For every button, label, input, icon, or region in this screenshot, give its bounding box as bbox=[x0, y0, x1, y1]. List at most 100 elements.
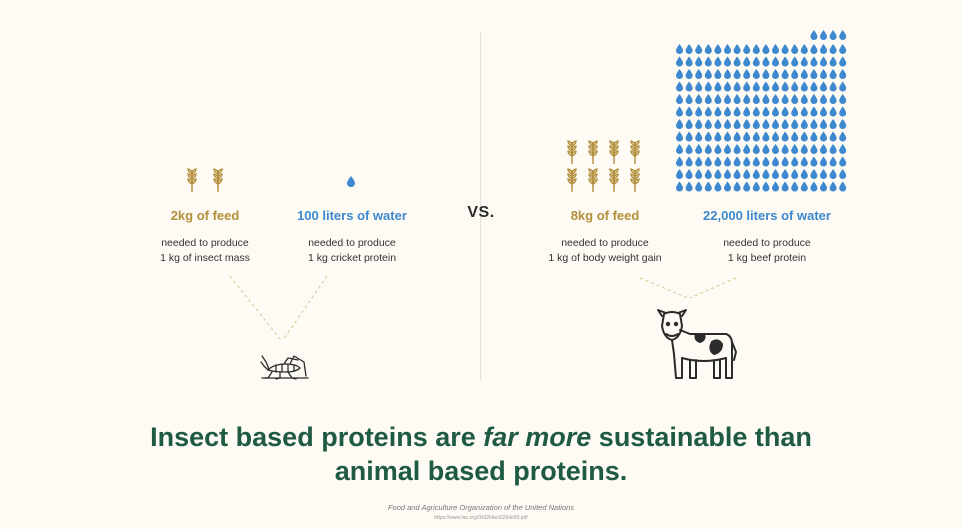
cattle-feed-desc-line1: needed to produce bbox=[561, 237, 649, 249]
water-drop-icon bbox=[752, 44, 760, 54]
water-drop-icon bbox=[791, 181, 799, 192]
wheat-icon bbox=[630, 140, 640, 164]
headline: Insect based proteins are far more susta… bbox=[0, 420, 962, 488]
water-drop-icon bbox=[829, 69, 837, 79]
headline-line2: animal based proteins. bbox=[334, 456, 628, 486]
water-drop-icon bbox=[781, 44, 789, 54]
water-drop-icon bbox=[695, 156, 703, 167]
water-drop-icon bbox=[781, 156, 789, 167]
water-drop-icon bbox=[839, 30, 847, 40]
water-drop-icon bbox=[347, 176, 355, 187]
water-drop-icon bbox=[800, 119, 808, 129]
water-drop-icon bbox=[685, 44, 693, 54]
water-drop-icon bbox=[781, 169, 789, 179]
water-drop-icon bbox=[724, 106, 731, 117]
water-drop-icon bbox=[685, 144, 693, 154]
water-drop-icon bbox=[772, 156, 779, 167]
water-drop-icon bbox=[781, 94, 789, 104]
insect-feed-icons bbox=[187, 168, 223, 192]
water-drop-icon bbox=[820, 181, 827, 192]
water-drop-icon bbox=[695, 69, 703, 79]
water-drop-icon bbox=[676, 131, 683, 142]
cattle-feed-desc-line2: 1 kg of body weight gain bbox=[548, 252, 662, 264]
cattle-water-description: needed to produce 1 kg beef protein bbox=[692, 236, 842, 266]
water-drop-icon bbox=[839, 94, 847, 104]
water-drop-icon bbox=[685, 81, 693, 92]
cattle-water-drops bbox=[676, 30, 847, 192]
water-drop-icon bbox=[724, 144, 731, 154]
water-drop-icon bbox=[800, 131, 808, 142]
water-drop-icon bbox=[724, 56, 731, 67]
water-drop-icon bbox=[704, 131, 712, 142]
water-drop-icon bbox=[820, 56, 827, 67]
water-drop-icon bbox=[743, 181, 751, 192]
water-drop-icon bbox=[695, 131, 703, 142]
water-drop-icon bbox=[829, 106, 837, 117]
water-drop-icon bbox=[762, 106, 770, 117]
water-drop-icon bbox=[781, 106, 789, 117]
water-drop-icon bbox=[704, 44, 712, 54]
water-drop-icon bbox=[820, 30, 827, 40]
water-drop-icon bbox=[752, 181, 760, 192]
water-drop-icon bbox=[829, 156, 837, 167]
water-drop-icon bbox=[820, 44, 827, 54]
water-drop-icon bbox=[762, 156, 770, 167]
water-drop-icon bbox=[810, 156, 818, 167]
water-drop-icon bbox=[781, 69, 789, 79]
water-drop-icon bbox=[800, 181, 808, 192]
water-drop-icon bbox=[810, 81, 818, 92]
water-drop-icon bbox=[704, 81, 712, 92]
water-drop-icon bbox=[676, 106, 683, 117]
water-drop-icon bbox=[772, 56, 779, 67]
water-drop-icon bbox=[810, 106, 818, 117]
water-drop-icon bbox=[800, 169, 808, 179]
water-drop-icon bbox=[839, 181, 847, 192]
water-drop-icon bbox=[676, 44, 683, 54]
center-divider bbox=[480, 32, 481, 380]
water-drop-icon bbox=[791, 169, 799, 179]
water-drop-icon bbox=[800, 44, 808, 54]
water-drop-icon bbox=[810, 119, 818, 129]
wheat-icon bbox=[609, 168, 619, 192]
source-url: https://www.fao.org/3/i3264e/i3264e00.pd… bbox=[434, 515, 528, 521]
water-drop-icon bbox=[829, 181, 837, 192]
headline-before: Insect based proteins are bbox=[150, 422, 484, 452]
water-drop-icon bbox=[704, 169, 712, 179]
water-drop-icon bbox=[752, 106, 760, 117]
cattle-feed-description: needed to produce 1 kg of body weight ga… bbox=[530, 236, 680, 266]
water-drop-icon bbox=[752, 144, 760, 154]
water-drop-icon bbox=[743, 56, 751, 67]
cattle-water-value: 22,000 liters of water bbox=[703, 208, 831, 223]
water-drop-icon bbox=[829, 56, 837, 67]
water-drop-icon bbox=[733, 81, 741, 92]
water-drop-icon bbox=[685, 169, 693, 179]
water-drop-icon bbox=[724, 156, 731, 167]
water-drop-icon bbox=[714, 44, 722, 54]
water-drop-icon bbox=[685, 156, 693, 167]
water-drop-icon bbox=[829, 30, 837, 40]
water-drop-icon bbox=[762, 56, 770, 67]
water-drop-icon bbox=[820, 69, 827, 79]
water-drop-icon bbox=[762, 131, 770, 142]
water-drop-icon bbox=[781, 144, 789, 154]
water-drop-icon bbox=[829, 169, 837, 179]
water-drop-icon bbox=[714, 131, 722, 142]
water-drop-icon bbox=[810, 181, 818, 192]
water-drop-icon bbox=[714, 56, 722, 67]
water-drop-icon bbox=[800, 156, 808, 167]
water-drop-icon bbox=[839, 106, 847, 117]
insect-feed-desc-line2: 1 kg of insect mass bbox=[160, 252, 250, 264]
water-drop-icon bbox=[762, 69, 770, 79]
water-drop-icon bbox=[791, 44, 799, 54]
water-drop-icon bbox=[714, 94, 722, 104]
water-drop-icon bbox=[810, 94, 818, 104]
water-drop-icon bbox=[695, 119, 703, 129]
insect-feed-description: needed to produce 1 kg of insect mass bbox=[140, 236, 270, 266]
water-drop-icon bbox=[791, 94, 799, 104]
water-drop-icon bbox=[791, 81, 799, 92]
headline-emphasis: far more bbox=[483, 422, 592, 452]
wheat-icon bbox=[213, 168, 223, 192]
water-drop-icon bbox=[800, 94, 808, 104]
water-drop-icon bbox=[810, 69, 818, 79]
